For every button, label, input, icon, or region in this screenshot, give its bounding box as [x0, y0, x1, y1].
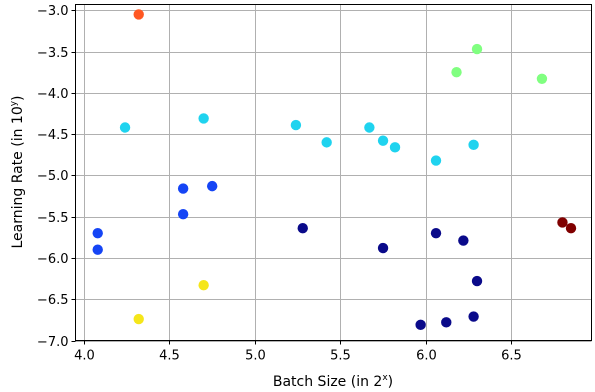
y-tick-label: −5.5	[37, 211, 69, 226]
plot-frame	[75, 4, 592, 341]
scatter-point	[177, 208, 189, 220]
y-tick-label: −3.5	[37, 46, 69, 61]
y-tick-labels: −7.0 −6.5 −6.0 −5.5 −5.0 −4.5 −4.0 −3.5 −3.0	[37, 4, 69, 350]
scatter-point	[458, 235, 469, 246]
scatter-point	[415, 319, 426, 331]
scatter-point	[377, 242, 389, 254]
y-tick-label: −6.5	[37, 293, 69, 308]
y-tick-label: −5.0	[37, 169, 69, 184]
tick-marks	[71, 10, 512, 345]
x-tick-labels: 4.0 4.5 5.0 5.5 6.0 6.5	[74, 349, 522, 364]
y-tick-label: −4.0	[37, 87, 69, 102]
scatter-point	[377, 135, 389, 146]
x-tick-label: 6.0	[416, 349, 437, 364]
scatter-point	[206, 180, 218, 192]
x-tick-label: 5.0	[245, 349, 266, 364]
scatter-point	[92, 227, 103, 239]
scatter-point	[565, 223, 577, 234]
scatter-point	[468, 139, 479, 151]
scatter-point	[430, 227, 442, 239]
x-tick-label: 4.0	[74, 349, 95, 364]
scatter-point	[198, 279, 209, 291]
scatter-point	[430, 155, 442, 166]
scatter-point	[451, 66, 462, 78]
x-axis-label: Batch Size (in 2x)	[273, 373, 393, 390]
scatter-point	[471, 275, 483, 287]
scatter-point	[198, 113, 209, 124]
x-tick-label: 5.5	[330, 349, 351, 364]
scatter-point	[119, 122, 131, 133]
y-tick-label: −7.0	[37, 335, 69, 350]
scatter-point	[290, 119, 302, 131]
y-tick-label: −6.0	[37, 252, 69, 267]
scatter-point	[92, 244, 103, 255]
scatter-point	[297, 223, 308, 234]
scatter-point	[133, 313, 144, 325]
scatter-point	[177, 183, 189, 194]
grid-lines	[75, 4, 592, 342]
scatter-point	[441, 317, 452, 328]
scatter-point	[321, 137, 332, 148]
scatter-point	[557, 217, 568, 228]
scatter-point	[133, 9, 144, 20]
scatter-point	[471, 43, 483, 55]
y-tick-label: −3.0	[37, 4, 69, 19]
y-axis-label: Learning Rate (in 10y)	[9, 95, 26, 248]
scatter-point	[389, 142, 401, 153]
scatter-point	[364, 122, 375, 133]
y-tick-label: −4.5	[37, 128, 69, 143]
x-tick-label: 6.5	[501, 349, 522, 364]
data-points	[92, 9, 577, 331]
scatter-point	[468, 311, 479, 322]
scatter-point	[536, 73, 548, 84]
x-tick-label: 4.5	[159, 349, 180, 364]
